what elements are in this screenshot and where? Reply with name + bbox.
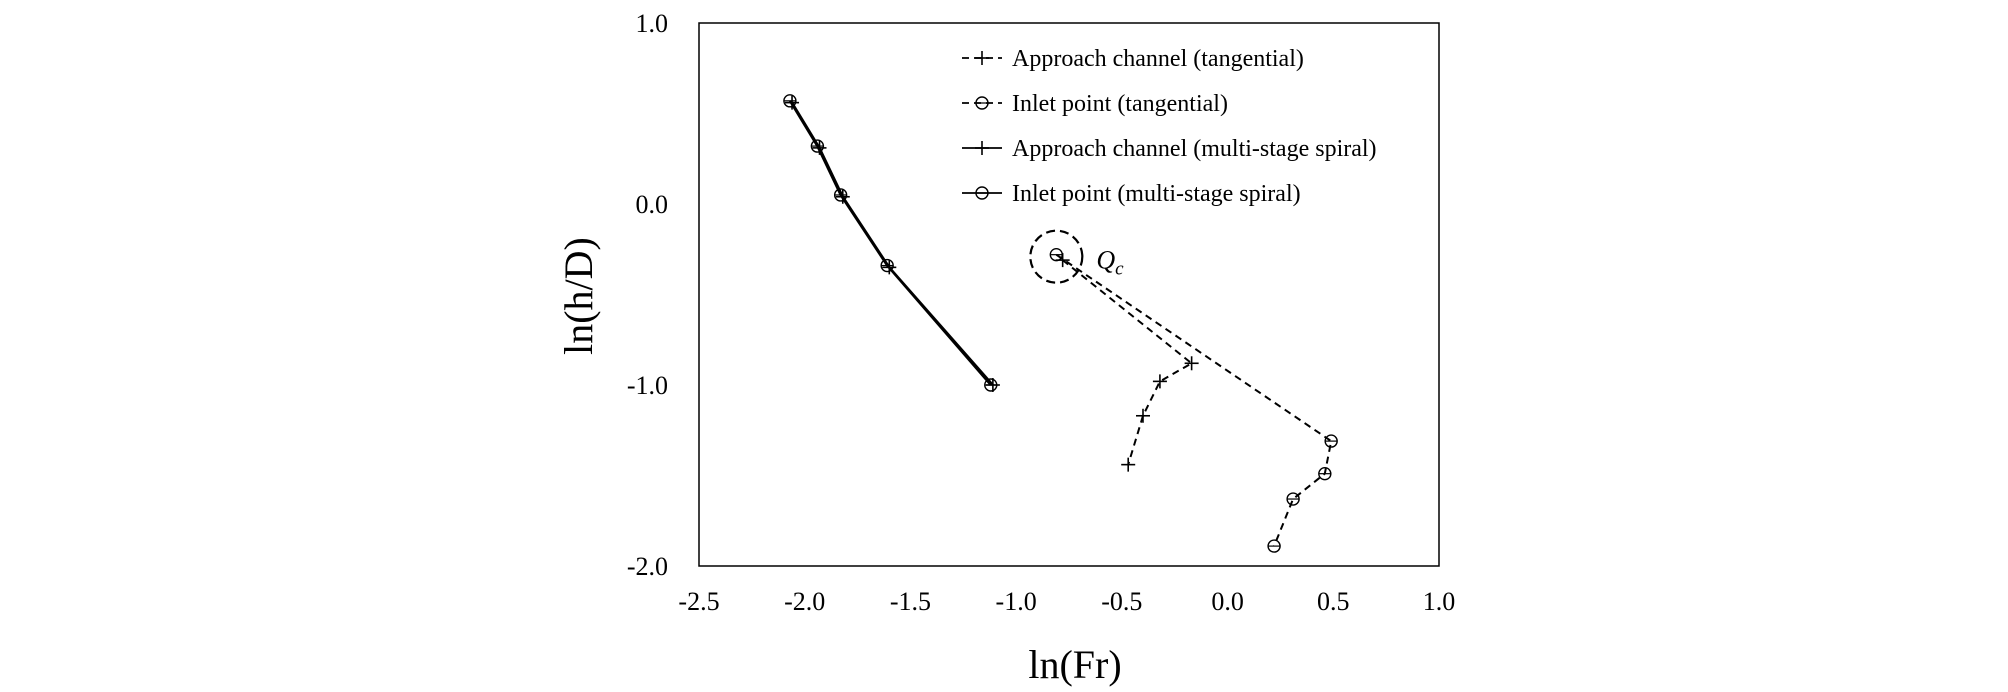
data-point	[1318, 466, 1332, 481]
y-tick-label: -2.0	[627, 552, 668, 581]
x-tick-label: 0.5	[1317, 587, 1350, 616]
x-tick-label: -1.5	[890, 587, 931, 616]
annotations: Qc	[1029, 229, 1124, 284]
data-point	[1136, 408, 1150, 423]
legend-label: Approach channel (multi-stage spiral)	[1012, 136, 1377, 162]
chart-marks	[783, 94, 1338, 553]
x-tick-label: -0.5	[1101, 587, 1142, 616]
legend-marker	[975, 141, 989, 155]
legend: Approach channel (tangential) Inlet point…	[962, 46, 1377, 207]
data-point	[783, 94, 797, 108]
legend-label: Approach channel (tangential)	[1012, 46, 1304, 72]
y-tick-label: -1.0	[627, 371, 668, 400]
x-tick-label: -2.0	[784, 587, 825, 616]
qc-annotation: Qc	[1096, 246, 1124, 280]
legend-label: Inlet point (multi-stage spiral)	[1012, 181, 1301, 207]
series-line-3	[790, 101, 994, 386]
qc-subscript: c	[1115, 259, 1124, 280]
data-point	[880, 258, 894, 273]
data-point	[1049, 247, 1064, 262]
plot-area	[698, 22, 1440, 567]
legend-marker	[975, 96, 989, 110]
data-point	[1184, 356, 1199, 371]
legend-marker	[975, 51, 989, 65]
x-tick-label: -2.5	[678, 587, 719, 616]
x-axis-title: ln(Fr)	[1028, 642, 1121, 687]
data-point	[1324, 434, 1338, 448]
x-tick-label: 0.0	[1211, 587, 1244, 616]
legend-label: Inlet point (tangential)	[1012, 91, 1228, 117]
x-tick-label: 1.0	[1423, 587, 1456, 616]
series-line-2	[1055, 253, 1333, 547]
legend-marker	[975, 186, 989, 200]
data-point	[1121, 457, 1136, 472]
data-point	[833, 188, 848, 202]
x-tick-label: -1.0	[996, 587, 1037, 616]
y-tick-label: 0.0	[636, 190, 669, 219]
data-point	[1267, 539, 1281, 553]
series-line-1	[1062, 259, 1194, 465]
data-point	[810, 139, 825, 153]
tick-labels: -2.5 -2.0 -1.5 -1.0 -0.5 0.0 0.5 1.0 -2.0 -1.0 0.0…	[627, 9, 1455, 616]
highlight-circle	[1029, 229, 1084, 284]
data-point	[1286, 492, 1300, 506]
data-point	[1152, 374, 1167, 389]
y-tick-label: 1.0	[636, 9, 669, 38]
data-point	[984, 378, 998, 392]
y-axis-title: ln(h/D)	[556, 237, 601, 355]
